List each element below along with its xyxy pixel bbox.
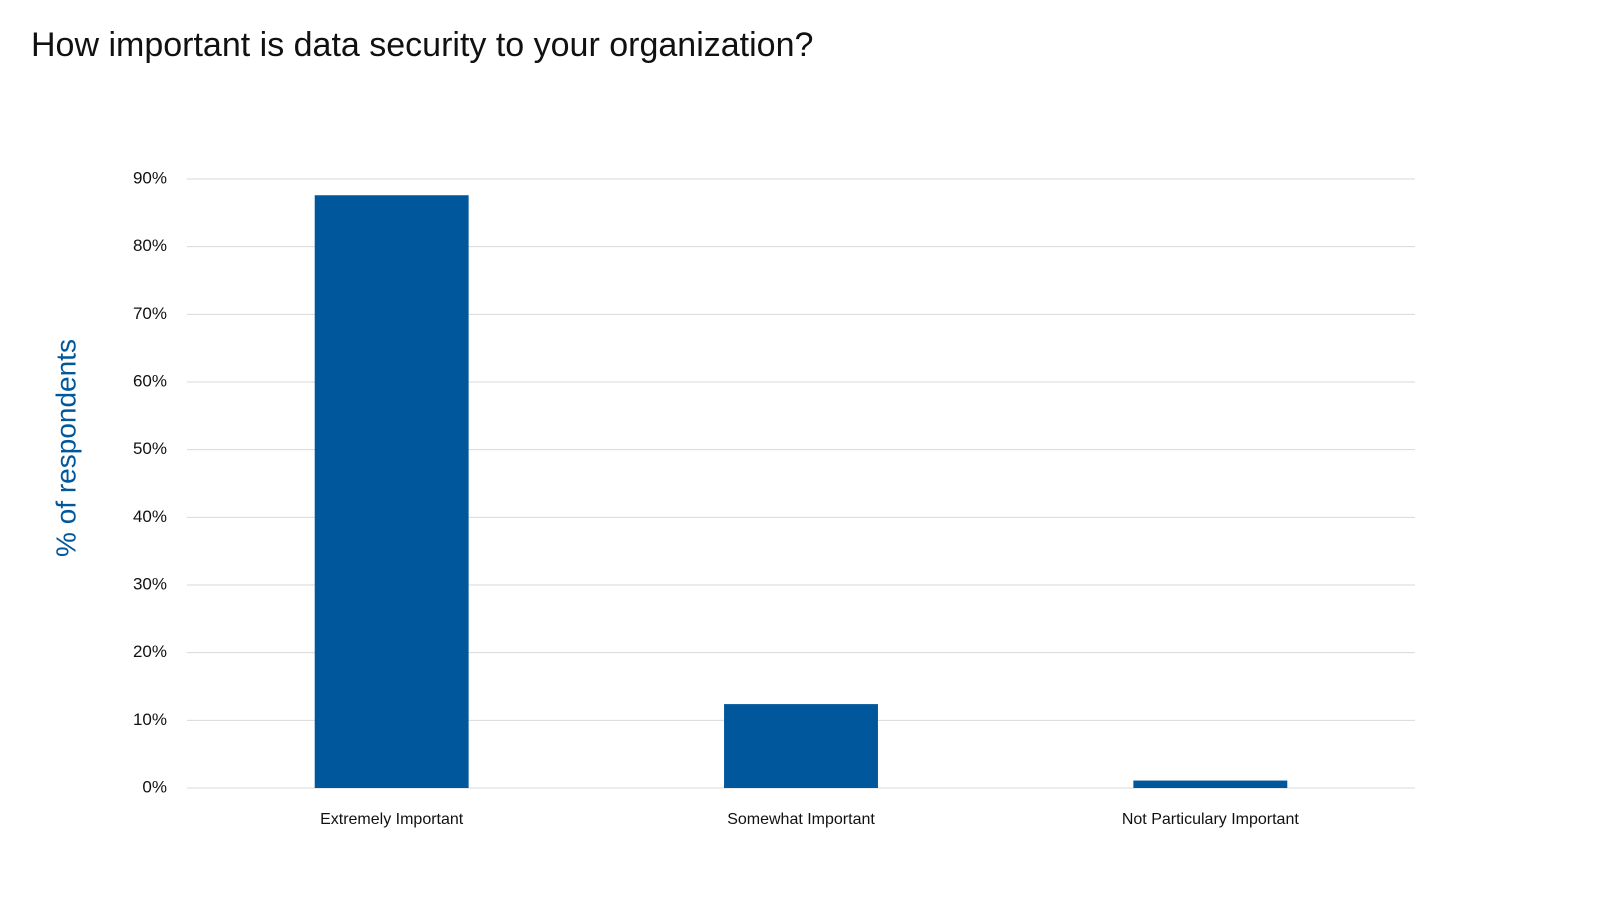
bar — [1133, 780, 1288, 788]
y-tick-label: 40% — [133, 507, 167, 526]
y-tick-label: 80% — [133, 236, 167, 255]
x-tick-label: Not Particulary Important — [1122, 811, 1300, 828]
chart-title: How important is data security to your o… — [31, 26, 813, 64]
x-tick-label: Somewhat Important — [727, 811, 875, 828]
y-tick-label: 70% — [133, 304, 167, 323]
y-tick-label: 90% — [133, 168, 167, 187]
y-tick-label: 10% — [133, 710, 167, 729]
bar — [724, 704, 878, 788]
y-tick-label: 0% — [142, 777, 167, 796]
y-tick-label: 60% — [133, 371, 167, 390]
y-tick-label: 20% — [133, 642, 167, 661]
x-tick-label: Extremely Important — [320, 811, 464, 828]
y-tick-label: 50% — [133, 439, 167, 458]
y-tick-label: 30% — [133, 574, 167, 593]
bar — [314, 195, 469, 789]
y-axis-label: % of respondents — [50, 339, 81, 557]
